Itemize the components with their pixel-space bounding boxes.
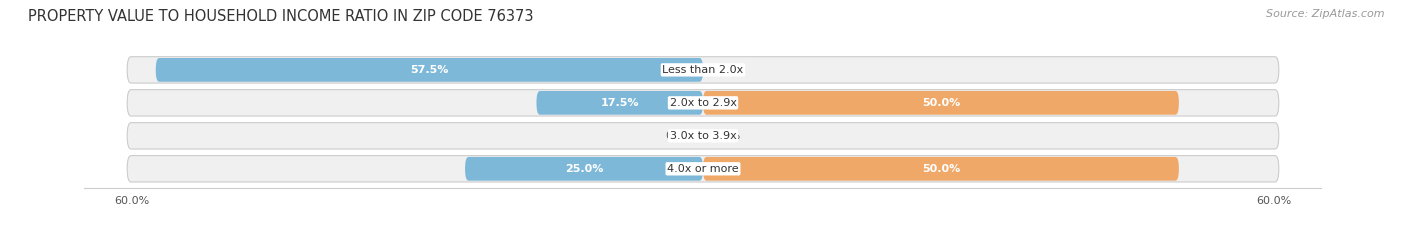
FancyBboxPatch shape <box>127 123 1279 149</box>
FancyBboxPatch shape <box>465 157 703 181</box>
FancyBboxPatch shape <box>127 156 1279 182</box>
Text: 57.5%: 57.5% <box>411 65 449 75</box>
Text: Source: ZipAtlas.com: Source: ZipAtlas.com <box>1267 9 1385 19</box>
FancyBboxPatch shape <box>703 157 1178 181</box>
Text: 50.0%: 50.0% <box>922 98 960 108</box>
Text: 3.0x to 3.9x: 3.0x to 3.9x <box>669 131 737 141</box>
Text: 0.0%: 0.0% <box>713 131 741 141</box>
Text: PROPERTY VALUE TO HOUSEHOLD INCOME RATIO IN ZIP CODE 76373: PROPERTY VALUE TO HOUSEHOLD INCOME RATIO… <box>28 9 534 24</box>
FancyBboxPatch shape <box>127 57 1279 83</box>
Text: 4.0x or more: 4.0x or more <box>668 164 738 174</box>
Text: 17.5%: 17.5% <box>600 98 638 108</box>
FancyBboxPatch shape <box>537 91 703 115</box>
Text: 0.0%: 0.0% <box>713 65 741 75</box>
FancyBboxPatch shape <box>156 58 703 82</box>
Text: 50.0%: 50.0% <box>922 164 960 174</box>
Text: 2.0x to 2.9x: 2.0x to 2.9x <box>669 98 737 108</box>
FancyBboxPatch shape <box>703 91 1178 115</box>
Text: Less than 2.0x: Less than 2.0x <box>662 65 744 75</box>
Text: 25.0%: 25.0% <box>565 164 603 174</box>
Text: 0.0%: 0.0% <box>665 131 693 141</box>
FancyBboxPatch shape <box>127 90 1279 116</box>
